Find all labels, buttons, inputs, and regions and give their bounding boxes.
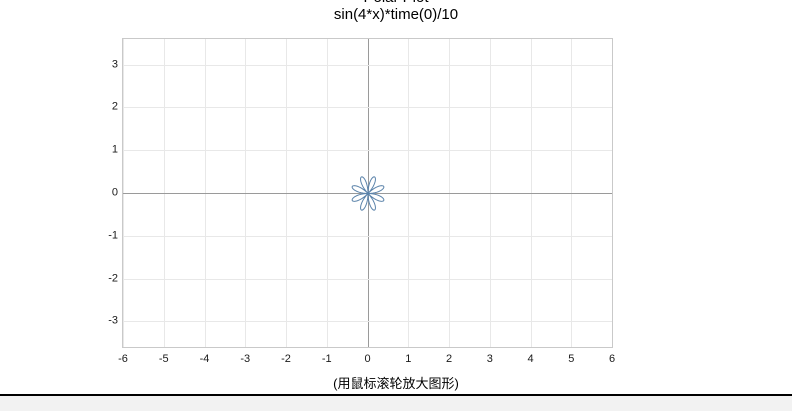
x-tick-label: 3 — [486, 353, 493, 365]
x-tick-label: 2 — [445, 353, 453, 365]
chart-title-block: Polar Plot sin(4*x)*time(0)/10 — [0, 0, 792, 24]
x-tick-label: -4 — [199, 353, 210, 365]
y-tick-label: -2 — [108, 272, 118, 285]
chart-subtitle: sin(4*x)*time(0)/10 — [333, 6, 459, 23]
x-tick-label: -3 — [240, 353, 251, 365]
x-tick-label: 0 — [364, 353, 371, 365]
x-tick-label: 6 — [608, 353, 616, 365]
y-tick-label: 1 — [111, 143, 118, 156]
zoom-hint-caption: (用鼠标滚轮放大图形) — [333, 376, 459, 391]
y-tick-label: -3 — [108, 314, 118, 327]
status-bar — [0, 396, 792, 411]
x-tick-label: -5 — [158, 353, 169, 365]
plot-canvas[interactable]: 3 2 1 0 -1 -2 -3 -6 -5 -4 -3 -2 -1 0 1 2 3 4 5 6 — [0, 0, 792, 388]
x-tick-label: 1 — [405, 353, 412, 365]
footer-divider — [0, 394, 792, 396]
y-tick-label: 2 — [111, 100, 118, 113]
page-title: Polar Plot — [0, 0, 792, 6]
plot-area[interactable] — [122, 38, 613, 348]
y-tick-label: 0 — [111, 186, 118, 199]
x-tick-label: -6 — [118, 353, 128, 365]
x-tick-label: -1 — [321, 353, 332, 365]
y-tick-label: 3 — [111, 58, 118, 71]
polar-rose-curve — [351, 176, 385, 211]
y-tick-label: -1 — [108, 229, 118, 242]
x-tick-label: -2 — [281, 353, 291, 365]
x-axis-tick-labels: -6 -5 -4 -3 -2 -1 0 1 2 3 4 5 6 — [118, 353, 615, 370]
x-tick-label: 5 — [568, 353, 575, 365]
y-axis-tick-labels: 3 2 1 0 -1 -2 -3 — [88, 38, 118, 348]
x-tick-label: 4 — [527, 353, 534, 365]
